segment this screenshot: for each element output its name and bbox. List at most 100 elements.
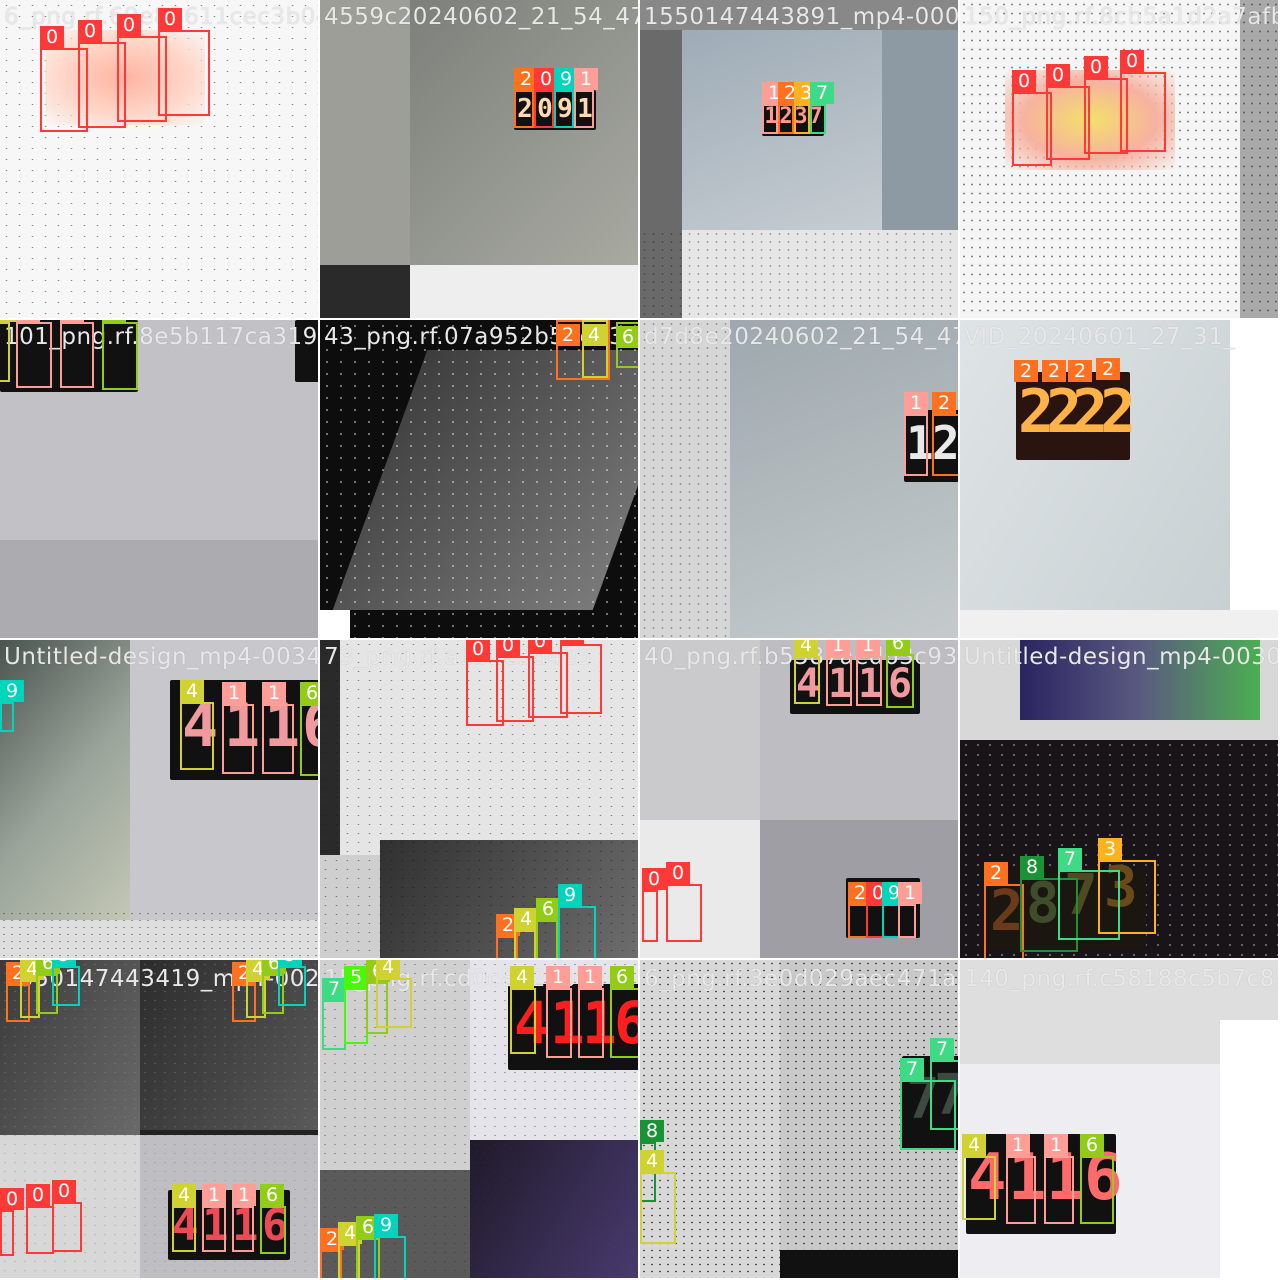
tile-4: 150_png.rf.8cb5a1d2a7afbc 0 0 0 0 <box>960 0 1280 320</box>
detection-box: 4 <box>514 908 538 958</box>
display-digit: 1 <box>858 661 883 707</box>
detection-box: 3 <box>1098 838 1156 934</box>
detection-box: 2 <box>984 862 1024 958</box>
detection-box: 4 <box>172 1184 196 1252</box>
class-label: 0 <box>496 640 520 656</box>
noise-overlay <box>320 320 638 638</box>
seven-segment-display <box>1016 372 1130 460</box>
detection-box: 7 <box>322 978 346 1050</box>
detection-box: 6 <box>102 320 138 390</box>
detection-box: 1 <box>1044 1134 1074 1224</box>
class-label: 2 <box>1068 360 1092 382</box>
class-label: 1 <box>60 320 84 322</box>
display-digit: 1 <box>764 104 778 129</box>
background-wall <box>410 0 638 265</box>
detection-box: 1 <box>856 640 882 706</box>
detection-box: 1 <box>762 82 786 134</box>
class-label: 0 <box>78 20 102 42</box>
class-label: 0 <box>642 868 666 890</box>
tile-15: 7 7 6_png.rf.3e0d029aec471a 7 7 8 4 <box>640 960 960 1280</box>
detection-box: 6 <box>536 898 560 958</box>
class-label: 1 <box>904 392 928 414</box>
background-screen <box>1020 640 1260 720</box>
display-digit: 1 <box>906 416 934 470</box>
detection-box: 2 <box>778 82 802 134</box>
detection-box: 1 <box>1006 1134 1036 1224</box>
tile-filename: 4559c20240602_21_54_47_Pro <box>324 4 638 30</box>
class-label: 0 <box>26 1184 50 1206</box>
display-digit: 7 <box>809 104 823 129</box>
class-label: 6 <box>616 326 638 348</box>
display-digit: 6 <box>302 696 318 756</box>
class-label: 2 <box>1042 360 1066 382</box>
class-label: 0 <box>560 640 584 644</box>
detection-box: 4 <box>376 960 412 1028</box>
display-digit: 0 <box>537 94 553 124</box>
detection-box: 0 <box>1084 56 1128 154</box>
detection-box: 0 <box>560 640 602 714</box>
background-paper <box>960 320 1230 610</box>
detection-box: 4 <box>0 320 20 382</box>
class-label: 0 <box>158 8 182 30</box>
class-label: 1 <box>574 68 598 90</box>
display-digit: 2 <box>517 94 533 124</box>
detection-box: 1 <box>574 68 598 128</box>
tile-6: 43_png.rf.07a952b55ee392ca0f 2 4 6 <box>320 320 640 640</box>
display-digit: 2 <box>1100 377 1137 447</box>
class-label: 7 <box>930 1038 954 1060</box>
class-label: 6 <box>610 966 634 988</box>
display-digit: 6 <box>888 661 913 707</box>
class-label: 5 <box>344 966 368 988</box>
class-label: 0 <box>528 640 552 652</box>
tile-filename: 150_png.rf.8cb5a1d2a7afbc <box>964 4 1280 30</box>
display-digit: 1 <box>577 94 593 124</box>
class-label: 1 <box>262 682 286 704</box>
tile-filename: VID_20240601_27_31_ <box>964 324 1236 350</box>
detection-box: 9 <box>52 960 80 1006</box>
class-label: 6 <box>886 640 910 654</box>
detection-box: 2 <box>1068 360 1092 388</box>
class-label: 9 <box>52 960 76 966</box>
tile-filename: Untitled-design_mp4-0034_jpg <box>4 644 320 670</box>
tile-filename: 101_png.rf.8e5b117ca3198044 <box>4 324 318 350</box>
detection-box: 5 <box>344 966 368 1044</box>
detection-box: 4 <box>640 1150 676 1244</box>
class-label: 8 <box>1020 856 1044 878</box>
tile-16: 4 1 1 6 140_png.rf.c58188c5b7c8577c 4 1 … <box>960 960 1280 1280</box>
class-label: 0 <box>52 1180 76 1202</box>
detection-box: 1 <box>16 320 52 388</box>
seven-segment-display <box>508 984 638 1070</box>
class-label: 9 <box>554 68 578 90</box>
detection-box: 1 <box>578 966 604 1058</box>
display-digit: 9 <box>557 94 573 124</box>
display-digit: 1 <box>828 661 853 707</box>
class-label: 6 <box>260 1184 284 1206</box>
detection-box: 1 <box>826 640 852 706</box>
detection-box: 0 <box>496 640 534 722</box>
class-label: 1 <box>1044 1134 1068 1156</box>
class-label: 1 <box>222 682 246 704</box>
display-digit: 2 <box>932 416 960 470</box>
noise-overlay <box>320 640 638 958</box>
class-label: 2 <box>1014 360 1038 382</box>
tile-filename: Untitled-design_mp4-0030_jpg <box>964 644 1280 670</box>
noise-overlay <box>640 230 958 318</box>
background-bottom-paper <box>410 265 638 318</box>
detection-box: 2 <box>1042 360 1066 388</box>
class-label: 1 <box>826 640 850 656</box>
detection-box: 9 <box>554 68 578 128</box>
detection-box: 2 <box>932 392 958 476</box>
class-label: 9 <box>278 960 302 966</box>
detection-box: 1 <box>262 682 294 774</box>
seven-segment-display <box>904 410 958 482</box>
tile-filename: 140_png.rf.c58188c5b7c8577c <box>964 966 1278 992</box>
display-digit: 1 <box>232 1200 259 1251</box>
detection-box: 7 <box>810 82 834 134</box>
display-digit: 6 <box>614 994 638 1052</box>
seven-segment-display <box>295 320 318 382</box>
tile-8: 2 2 2 2 VID_20240601_27_31_ 2 2 2 2 <box>960 320 1280 640</box>
class-label: 1 <box>856 640 880 656</box>
class-label: 0 <box>0 1188 24 1210</box>
background-left <box>320 0 410 265</box>
class-label: 4 <box>0 320 20 322</box>
